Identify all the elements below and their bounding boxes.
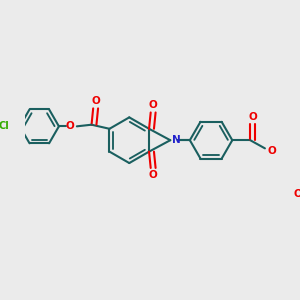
Text: O: O — [66, 121, 75, 131]
Text: N: N — [172, 135, 180, 145]
Text: Cl: Cl — [0, 121, 9, 131]
Text: O: O — [294, 189, 300, 199]
Text: O: O — [267, 146, 276, 156]
Text: O: O — [149, 170, 158, 180]
Text: O: O — [91, 96, 100, 106]
Text: O: O — [248, 112, 257, 122]
Text: O: O — [149, 100, 158, 110]
